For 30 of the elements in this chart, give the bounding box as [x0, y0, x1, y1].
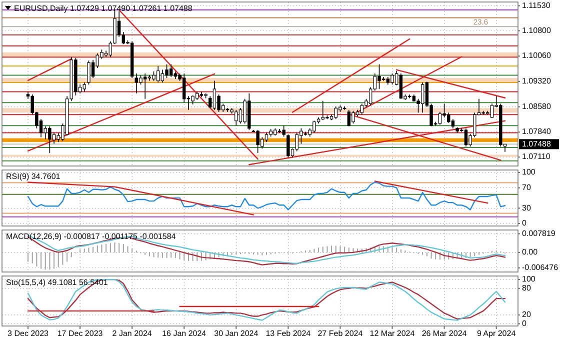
- y-tick-label: 1.07840: [522, 127, 552, 136]
- x-tick-label: 3 Dec 2023: [8, 329, 50, 338]
- x-tick-label: 9 Apr 2024: [476, 329, 516, 338]
- x-tick-label: 16 Jan 2024: [162, 329, 207, 338]
- y-tick-label: 100: [522, 168, 536, 177]
- y-tick-label: 0: [522, 318, 527, 328]
- y-tick-label: 0: [522, 218, 527, 228]
- ref-line-label: 1.07488: [522, 139, 552, 148]
- y-tick-label: -0.006476: [522, 262, 559, 272]
- y-tick-label: 20: [522, 310, 532, 320]
- x-tick-label: 17 Dec 2023: [57, 329, 104, 338]
- y-tick-label: 80: [522, 284, 532, 292]
- y-tick-label: 1.08580: [522, 102, 552, 111]
- chart-title: RSI(9) 34.7601: [6, 172, 61, 181]
- x-tick-label: 13 Feb 2024: [266, 329, 312, 338]
- y-tick-label: 70: [522, 182, 532, 192]
- y-tick-label: 1.07110: [522, 152, 551, 162]
- x-tick-label: 30 Jan 2024: [214, 329, 259, 338]
- x-tick-label: 12 Mar 2024: [370, 329, 416, 338]
- y-tick-label: 1.11530: [522, 0, 551, 10]
- y-tick-label: 30: [522, 203, 532, 212]
- y-tick-label: 1.09320: [522, 76, 552, 86]
- y-tick-label: 1.10060: [522, 51, 552, 60]
- x-tick-label: 27 Feb 2024: [318, 329, 364, 338]
- y-tick-label: 0.007819: [522, 228, 556, 238]
- y-tick-label: 0.00: [522, 248, 538, 257]
- x-tick-label: 26 Mar 2024: [422, 329, 468, 338]
- x-tick-label: 2 Jan 2024: [112, 329, 152, 338]
- y-tick-label: 1.10800: [522, 26, 552, 35]
- y-tick-label: 100: [522, 274, 536, 284]
